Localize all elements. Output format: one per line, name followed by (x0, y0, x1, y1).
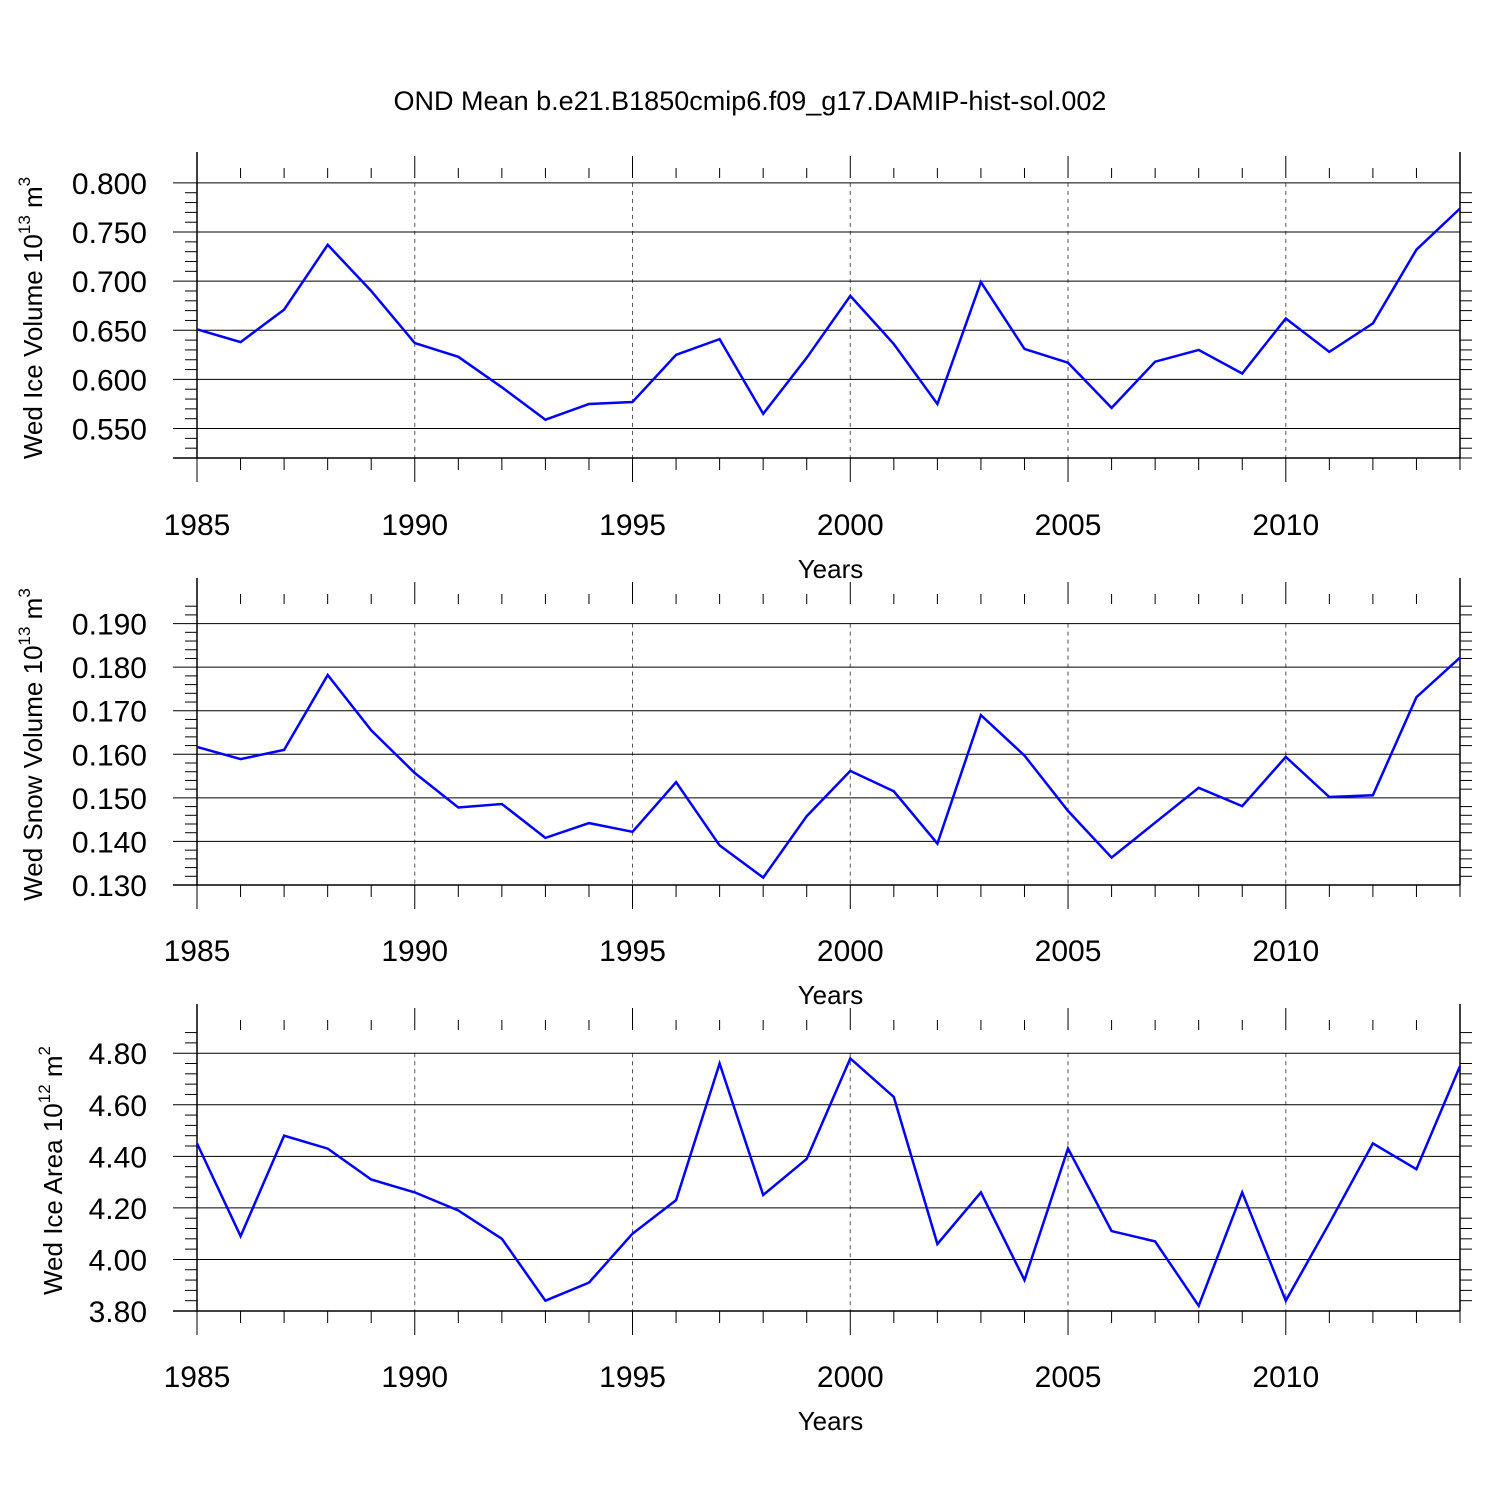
chart-panel-2: 0.130 0.140 0.150 0.160 0.170 0.180 0.190 1985 1… (15, 578, 1472, 1010)
x-tick-label: 1990 (381, 1361, 448, 1394)
y-tick-label: 4.40 (89, 1141, 147, 1174)
y-tick-label: 0.180 (72, 652, 147, 685)
x-tick-label: 2010 (1252, 509, 1319, 542)
x-axis-label: Years (798, 554, 864, 584)
y-tick-label: 0.650 (72, 315, 147, 348)
x-axis-label: Years (798, 1406, 864, 1436)
y-axis-label: Wed Snow Volume 1013 m3 (15, 588, 48, 901)
x-tick-label: 1995 (599, 1361, 666, 1394)
y-tick-label: 0.160 (72, 739, 147, 772)
y-tick-label: 4.60 (89, 1090, 147, 1123)
x-tick-label: 2000 (817, 935, 884, 968)
y-tick-label: 0.700 (72, 266, 147, 299)
x-tick-label: 2010 (1252, 1361, 1319, 1394)
x-tick-label: 2005 (1035, 509, 1102, 542)
x-tick-label: 2010 (1252, 935, 1319, 968)
y-tick-label: 4.00 (89, 1244, 147, 1277)
y-tick-label: 3.80 (89, 1296, 147, 1329)
x-tick-label: 2000 (817, 509, 884, 542)
x-tick-label: 1990 (381, 509, 448, 542)
y-tick-label: 0.190 (72, 609, 147, 642)
y-tick-label: 0.600 (72, 364, 147, 397)
x-tick-label: 2005 (1035, 1361, 1102, 1394)
chart-panel-1: 0.550 0.600 0.650 0.700 0.750 0.800 1985 1990 19… (15, 152, 1472, 584)
y-tick-label: 4.20 (89, 1193, 147, 1226)
y-tick-label: 4.80 (89, 1038, 147, 1071)
x-tick-label: 1985 (164, 509, 231, 542)
x-tick-label: 1985 (164, 1361, 231, 1394)
x-tick-label: 2000 (817, 1361, 884, 1394)
y-axis-label: Wed Ice Volume 1013 m3 (15, 177, 48, 459)
x-tick-label: 1990 (381, 935, 448, 968)
x-tick-label: 2005 (1035, 935, 1102, 968)
page-title: OND Mean b.e21.B1850cmip6.f09_g17.DAMIP-… (393, 86, 1107, 116)
x-tick-label: 1995 (599, 935, 666, 968)
series-line (195, 1056, 1462, 1309)
x-tick-label: 1995 (599, 509, 666, 542)
y-tick-label: 0.130 (72, 870, 147, 903)
x-tick-label: 1985 (164, 935, 231, 968)
y-tick-label: 0.170 (72, 696, 147, 729)
series-line (196, 207, 1461, 422)
y-tick-label: 0.150 (72, 783, 147, 816)
y-tick-label: 0.550 (72, 414, 147, 447)
y-axis-label: Wed Ice Area 1012 m2 (35, 1046, 68, 1295)
y-tick-label: 0.750 (72, 217, 147, 250)
chart-panel-3: 3.80 4.00 4.20 4.40 4.60 4.80 1985 1990 1995 2000… (35, 1004, 1472, 1436)
x-axis-label: Years (798, 980, 864, 1010)
y-tick-label: 0.140 (72, 826, 147, 859)
y-tick-label: 0.800 (72, 168, 147, 201)
series-line (196, 656, 1461, 880)
